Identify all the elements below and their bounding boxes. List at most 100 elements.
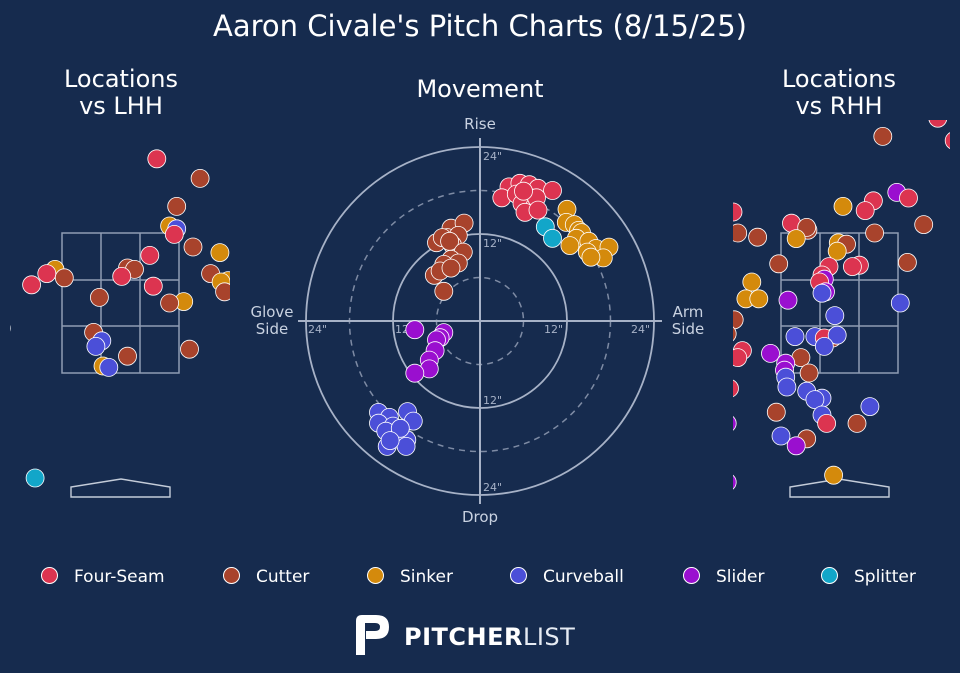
pitch-point-four-seam xyxy=(164,224,184,244)
pitch-point-curveball xyxy=(86,336,106,356)
pitch-point-cutter xyxy=(190,168,210,188)
pitch-point-four-seam xyxy=(817,413,836,433)
legend-label: Cutter xyxy=(256,567,310,587)
pitch-point-sinker xyxy=(581,247,601,267)
pitch-point-curveball xyxy=(380,431,400,451)
lhh-home-plate xyxy=(70,478,171,498)
pitch-point-cutter xyxy=(54,268,74,288)
pitch-point-cutter xyxy=(160,293,180,313)
pitch-point-curveball xyxy=(777,377,797,397)
pitch-point-curveball xyxy=(860,397,880,417)
pitch-point-slider xyxy=(405,320,425,340)
pitch-point-slider xyxy=(733,416,737,431)
pitch-point-cutter xyxy=(766,402,786,422)
pitch-point-cutter xyxy=(183,237,203,257)
pitch-point-sinker xyxy=(560,236,580,256)
legend-marker xyxy=(683,567,700,584)
movement-drop-label: Drop xyxy=(462,508,498,526)
pitch-point-slider xyxy=(733,474,737,490)
legend: Four-Seam Cutter Sinker Curveball Slider… xyxy=(0,565,960,591)
ring-label-bottom-12: 12" xyxy=(483,394,502,407)
pitch-point-four-seam xyxy=(143,276,163,296)
pitch-point-slider xyxy=(761,343,780,363)
pitch-point-sinker xyxy=(10,324,11,332)
legend-marker xyxy=(367,567,384,584)
pitch-point-sinker xyxy=(742,272,762,292)
pitch-point-sinker xyxy=(786,229,806,249)
pitch-point-curveball xyxy=(825,306,845,326)
pitch-point-four-seam xyxy=(855,201,875,221)
legend-marker xyxy=(223,567,240,584)
pitch-point-four-seam xyxy=(147,149,167,169)
pitch-point-cutter xyxy=(167,196,187,216)
pitch-point-four-seam xyxy=(733,348,748,367)
left-panel-title: Locations vs LHH xyxy=(63,65,178,120)
rhh-home-plate xyxy=(789,478,890,498)
pitch-point-four-seam xyxy=(899,188,918,208)
pitch-point-sinker xyxy=(827,241,847,261)
legend-label: Four-Seam xyxy=(74,567,165,587)
movement-glove-side-label: Glove Side xyxy=(250,303,293,338)
right-panel-title: Locations vs RHH xyxy=(781,65,896,120)
ring-label-right-24: 24" xyxy=(631,323,650,336)
movement-grid xyxy=(298,138,662,504)
legend-marker xyxy=(510,567,527,584)
logo-text-light: LIST xyxy=(522,623,576,651)
pitch-point-cutter xyxy=(246,249,264,267)
pitch-point-four-seam xyxy=(22,275,42,295)
pitch-point-four-seam xyxy=(514,181,533,201)
pitch-point-sinker xyxy=(749,289,769,309)
pitcherlist-logo: PITCHERLIST xyxy=(352,613,592,657)
pitch-point-curveball xyxy=(99,357,119,377)
pitch-point-cutter xyxy=(953,182,960,200)
legend-marker xyxy=(41,567,58,584)
pitch-point-four-seam xyxy=(528,200,548,220)
pitch-point-cutter xyxy=(733,223,748,243)
legend-marker xyxy=(821,567,838,584)
chart-title: Aaron Civale's Pitch Charts (8/15/25) xyxy=(213,9,747,43)
pitch-point-curveball xyxy=(814,336,834,356)
pitch-point-cutter xyxy=(441,258,461,278)
ring-label-bottom-24: 24" xyxy=(483,481,502,494)
pitch-point-curveball xyxy=(390,418,410,438)
pitch-point-cutter xyxy=(118,346,137,366)
pitch-point-cutter xyxy=(847,413,867,433)
pitcherlist-logo-mark-icon xyxy=(356,615,389,655)
pitch-point-cutter xyxy=(215,282,230,302)
pitch-point-curveball xyxy=(771,426,791,446)
pitch-point-curveball xyxy=(785,327,805,347)
pitch-point-cutter xyxy=(769,254,789,274)
pitch-point-cutter xyxy=(733,326,737,342)
pitch-point-cutter xyxy=(434,281,454,301)
pitch-point-cutter xyxy=(898,252,917,272)
ring-label-top-12: 12" xyxy=(483,237,502,250)
pitch-point-four-seam xyxy=(140,245,160,265)
ring-label-right-12: 12" xyxy=(544,323,563,336)
pitch-point-curveball xyxy=(890,293,910,313)
pitch-point-slider xyxy=(778,290,798,310)
logo-text-bold: PITCHER xyxy=(404,623,523,651)
pitch-point-cutter xyxy=(914,215,934,235)
pitch-point-sinker xyxy=(833,196,853,216)
lhh-points xyxy=(10,149,264,488)
center-panel-title: Movement xyxy=(416,75,544,103)
pitch-point-curveball xyxy=(812,283,832,303)
pitch-point-cutter xyxy=(873,126,893,146)
pitch-point-sinker xyxy=(824,465,843,485)
legend-label: Slider xyxy=(716,567,765,587)
rhh-points xyxy=(733,120,960,490)
pitch-point-four-seam xyxy=(37,264,57,284)
legend-label: Curveball xyxy=(543,567,624,587)
pitch-point-curveball xyxy=(827,325,847,345)
pitch-point-cutter xyxy=(180,339,199,359)
pitch-point-cutter xyxy=(799,363,819,383)
ring-label-top-24: 24" xyxy=(483,150,502,163)
legend-label: Splitter xyxy=(854,567,916,587)
pitch-point-four-seam xyxy=(112,266,132,286)
movement-rise-label: Rise xyxy=(464,115,496,133)
pitch-point-splitter xyxy=(25,468,45,488)
pitch-point-splitter xyxy=(543,228,562,248)
movement-points xyxy=(369,173,619,456)
ring-label-left-24: 24" xyxy=(308,323,327,336)
